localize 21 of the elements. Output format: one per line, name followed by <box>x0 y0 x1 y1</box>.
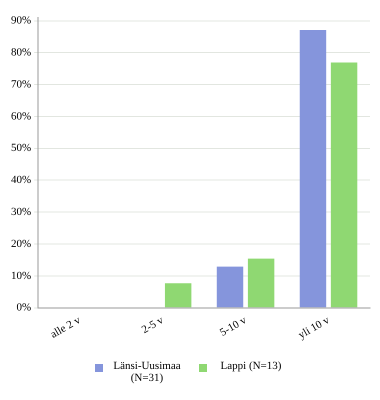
y-tick-label: 80% <box>10 46 32 59</box>
x-tick-label: 5-10 v <box>218 314 249 339</box>
x-tick-label: alle 2 v <box>48 314 84 341</box>
y-tick-label: 0% <box>16 302 32 314</box>
y-tick-label: 60% <box>10 110 32 122</box>
y-tick-label: 30% <box>10 206 32 218</box>
x-tick-label: 2-5 v <box>140 314 166 336</box>
bar <box>330 62 358 308</box>
y-tick-label: 90% <box>10 14 32 27</box>
y-tick-label: 50% <box>10 142 32 154</box>
bar <box>216 266 244 308</box>
bar <box>164 283 192 308</box>
bar <box>248 258 274 308</box>
legend-label: Lappi (N=13) <box>220 360 282 372</box>
legend-label: Länsi-Uusimaa (N=31) <box>112 360 182 384</box>
bar <box>300 30 326 308</box>
y-tick-label: 40% <box>10 174 32 186</box>
y-tick-label: 70% <box>10 78 32 90</box>
y-tick-label: 10% <box>10 270 32 282</box>
x-tick-label: yli 10 v <box>296 314 332 342</box>
y-tick-label: 20% <box>10 238 32 250</box>
